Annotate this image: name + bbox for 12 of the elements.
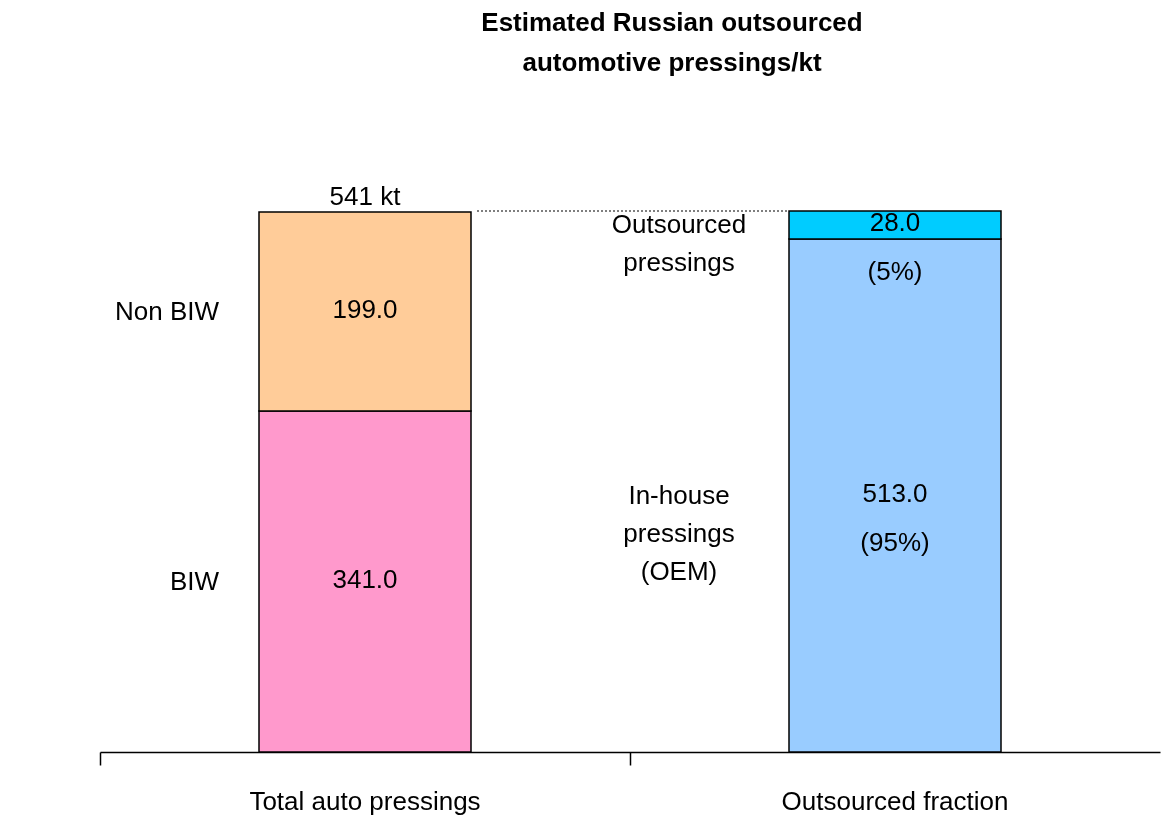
x-tick-label: Total auto pressings xyxy=(249,785,481,816)
series-label: Outsourced pressings xyxy=(611,209,747,277)
series-label: BIW xyxy=(169,565,220,596)
text: In-house pressings (OEM) xyxy=(623,479,735,586)
data-label: 28.0 (5%) xyxy=(867,207,923,286)
chart-title: Estimated Russian outsourced automotive pressings/kt xyxy=(481,7,863,77)
data-label: 199.0 xyxy=(332,293,398,324)
x-tick-label: Outsourced fraction xyxy=(781,785,1009,816)
total-label: 541 kt xyxy=(329,181,402,211)
data-label: 341.0 xyxy=(332,563,398,594)
series-label: Non BIW xyxy=(114,295,220,326)
data-label: 513.0 (95%) xyxy=(860,477,930,557)
